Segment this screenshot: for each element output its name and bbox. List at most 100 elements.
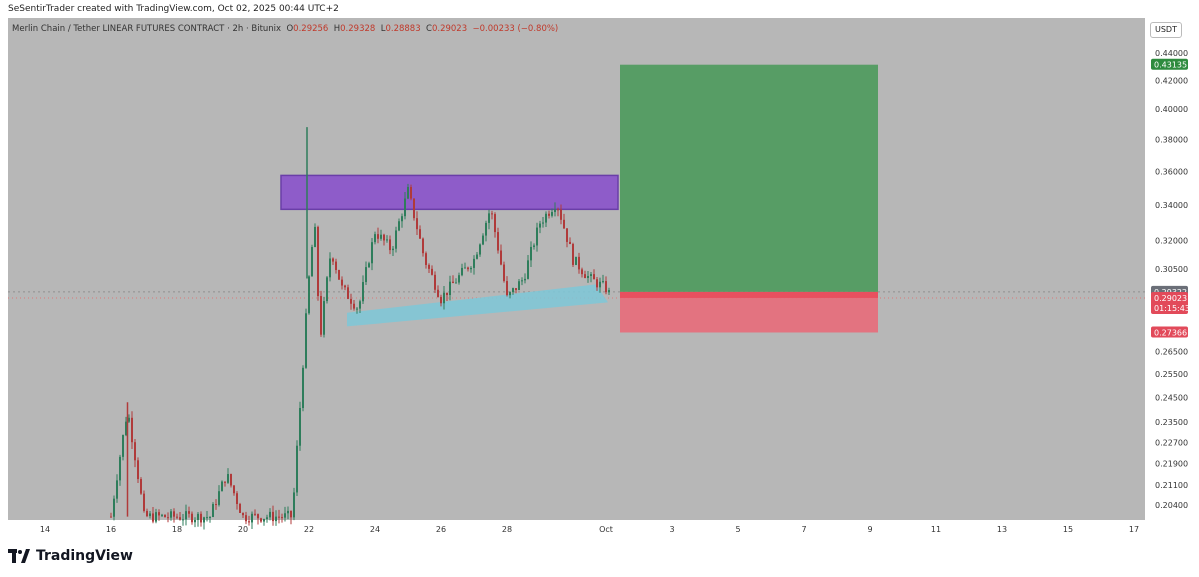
candle-body [209, 516, 211, 518]
candle-body [230, 474, 232, 486]
candle-body [380, 234, 382, 239]
candle-body [563, 219, 565, 229]
candle-body [260, 518, 262, 522]
candle-body [524, 278, 526, 281]
candle-body [137, 460, 139, 480]
candle-body [281, 517, 283, 519]
candle-body [500, 250, 502, 265]
tradingview-logo-icon [8, 549, 30, 563]
candle-body [401, 216, 403, 222]
candle-body [158, 512, 160, 516]
x-tick-label: 5 [735, 525, 740, 534]
candle-body [407, 187, 409, 199]
candle-body [383, 234, 385, 241]
candle-body [527, 260, 529, 279]
supply-zone [280, 174, 619, 211]
candle-body [251, 513, 253, 523]
candle-body [197, 513, 199, 520]
candle-body [431, 268, 433, 275]
target-zone [620, 64, 878, 292]
candle-body [266, 517, 268, 519]
candle-body [395, 230, 397, 249]
x-tick-label: 20 [238, 525, 248, 534]
candle-body [596, 279, 598, 288]
currency-button[interactable]: USDT [1150, 22, 1182, 38]
candle-body [518, 281, 520, 291]
candle-body [521, 280, 523, 282]
candle-body [413, 198, 415, 219]
close-label: C [426, 24, 432, 34]
chart-pane[interactable] [8, 18, 1145, 520]
candle-body [434, 274, 436, 290]
candle-body [581, 269, 583, 275]
candle-body [482, 235, 484, 245]
y-tick-label: 0.23500 [1155, 418, 1188, 427]
candle-body [248, 521, 250, 523]
price-label-box [1151, 58, 1188, 70]
candle-body [464, 267, 466, 269]
candle-body [353, 303, 355, 309]
candle-body [554, 209, 556, 213]
stop-zone [620, 291, 878, 333]
candle-body [290, 510, 292, 518]
candle-body [605, 281, 607, 293]
y-tick-label: 0.21100 [1155, 481, 1188, 490]
candle-body [227, 474, 229, 483]
candle-body [305, 313, 307, 368]
x-tick-label: 26 [436, 525, 446, 534]
candle-body [242, 512, 244, 516]
low-value: 0.28883 [385, 24, 421, 34]
candle-body [170, 511, 172, 518]
x-tick-label: 14 [40, 525, 50, 534]
brand-name: TradingView [36, 548, 133, 564]
candle-body [446, 292, 448, 296]
candle-body [440, 296, 442, 304]
candle-body [566, 228, 568, 242]
candle-body [485, 222, 487, 236]
candle-body [272, 511, 274, 522]
candle-body [368, 263, 370, 268]
candle-body [593, 274, 595, 280]
candle-body [308, 276, 310, 314]
x-tick-label: 11 [931, 525, 941, 534]
candle-body [575, 256, 577, 265]
candle-body [113, 498, 115, 517]
candle-body [536, 227, 538, 246]
candle-body [179, 517, 181, 520]
x-tick-label: 22 [304, 525, 314, 534]
candle-body [239, 504, 241, 513]
candle-body [491, 213, 493, 215]
candle-body [365, 267, 367, 283]
candle-body [218, 491, 220, 505]
candle-body [344, 285, 346, 288]
time-axis[interactable] [8, 520, 1145, 536]
entry-band [620, 291, 878, 298]
close-value: 0.29023 [431, 24, 468, 34]
candle-body [194, 519, 196, 523]
candle-body [560, 209, 562, 220]
candle-body [296, 445, 298, 493]
candle-body [416, 218, 418, 230]
candle-body [410, 187, 412, 199]
y-tick-label: 0.42000 [1155, 76, 1188, 85]
candle-body [608, 290, 610, 293]
candle-body [503, 264, 505, 282]
candle-body [452, 281, 454, 284]
candle-body [122, 435, 124, 457]
candle-body [512, 288, 514, 293]
x-tick-label: 18 [172, 525, 182, 534]
candle-body [320, 296, 322, 335]
candle-body [323, 301, 325, 335]
y-tick-label: 0.26500 [1155, 347, 1188, 356]
candle-body [533, 245, 535, 247]
candle-body [161, 514, 163, 516]
candle-body [287, 510, 289, 514]
price-axis[interactable] [1145, 18, 1191, 520]
y-tick-label: 0.36000 [1155, 167, 1188, 176]
candle-body [419, 229, 421, 239]
candle-body [173, 511, 175, 517]
candle-body [254, 513, 256, 515]
candle-body [428, 264, 430, 269]
candle-body [236, 493, 238, 505]
y-tick-label: 0.34000 [1155, 201, 1188, 210]
